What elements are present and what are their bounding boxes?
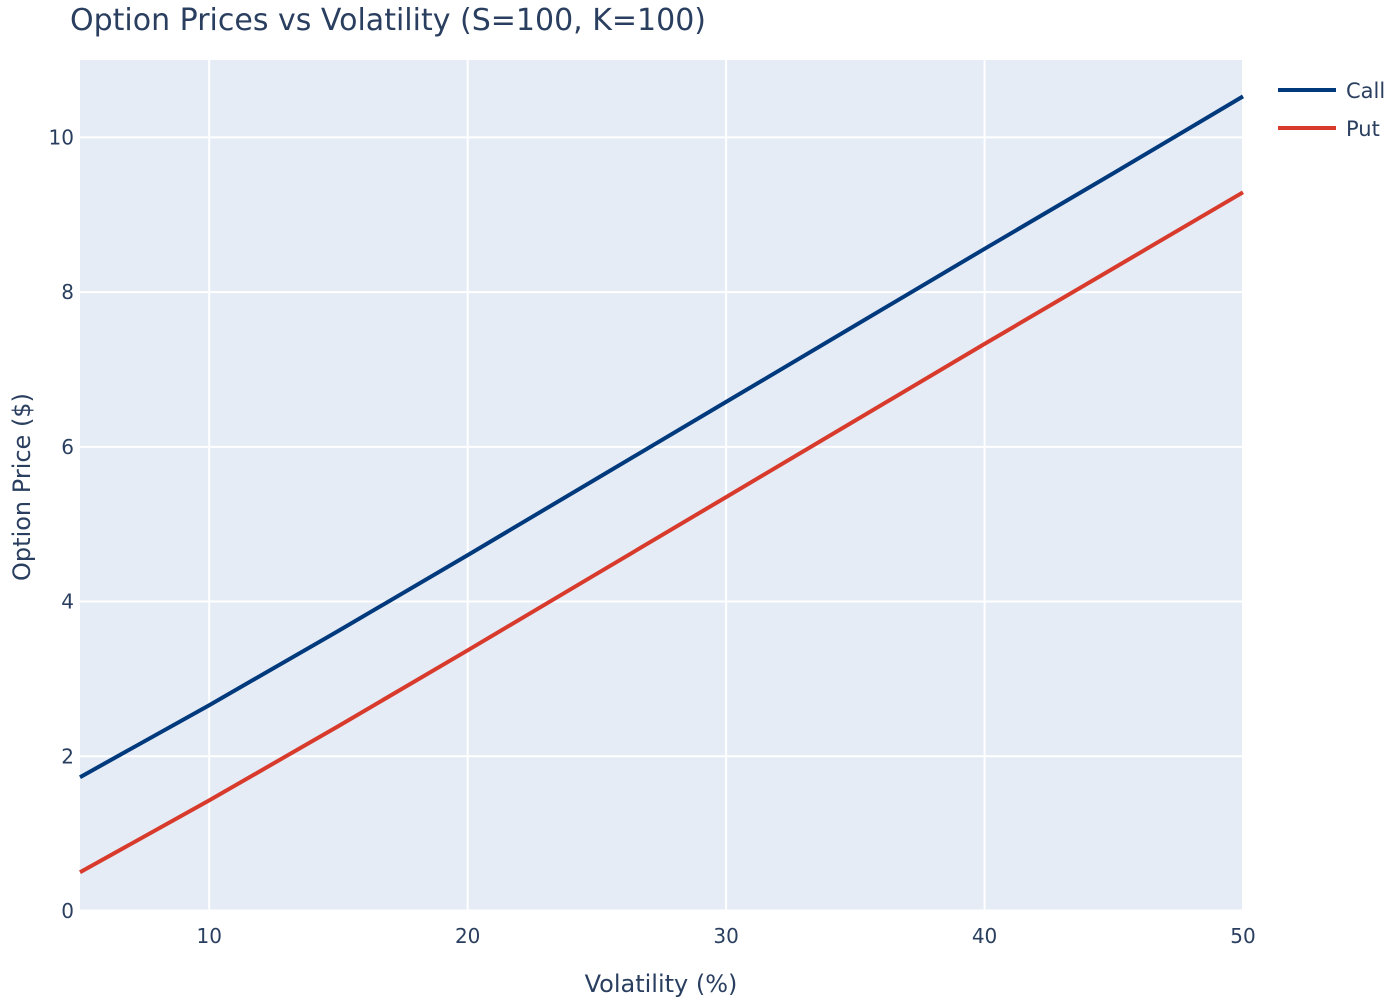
y-tick-label: 0 xyxy=(61,899,74,923)
x-tick-label: 40 xyxy=(972,924,997,948)
legend-item-put[interactable]: Put xyxy=(1278,117,1380,141)
y-tick-label: 4 xyxy=(61,590,74,614)
series-layer xyxy=(79,94,1245,875)
y-gridlines xyxy=(80,136,1243,913)
x-tick-label: 50 xyxy=(1230,924,1255,948)
y-axis-title: Option Price ($) xyxy=(8,393,36,581)
legend-label: Put xyxy=(1346,117,1380,141)
series-line-put xyxy=(79,190,1245,875)
legend[interactable]: Call Put xyxy=(1278,79,1385,141)
y-tick-labels: 0 2 4 6 8 10 xyxy=(49,125,74,923)
x-gridlines xyxy=(208,60,1244,911)
y-tick-label: 2 xyxy=(61,744,74,768)
y-tick-label: 6 xyxy=(61,435,74,459)
x-tick-label: 10 xyxy=(196,924,221,948)
legend-label: Call xyxy=(1346,79,1385,103)
legend-item-call[interactable]: Call xyxy=(1278,79,1385,103)
x-axis-title: Volatility (%) xyxy=(585,970,738,998)
series-line-call xyxy=(79,94,1245,779)
y-tick-label: 8 xyxy=(61,280,74,304)
x-tick-labels: 10 20 30 40 50 xyxy=(196,924,1255,948)
x-tick-label: 20 xyxy=(455,924,480,948)
chart-title: Option Prices vs Volatility (S=100, K=10… xyxy=(70,3,706,38)
plot-area xyxy=(80,60,1243,911)
y-tick-label: 10 xyxy=(49,125,74,149)
x-tick-label: 30 xyxy=(713,924,738,948)
